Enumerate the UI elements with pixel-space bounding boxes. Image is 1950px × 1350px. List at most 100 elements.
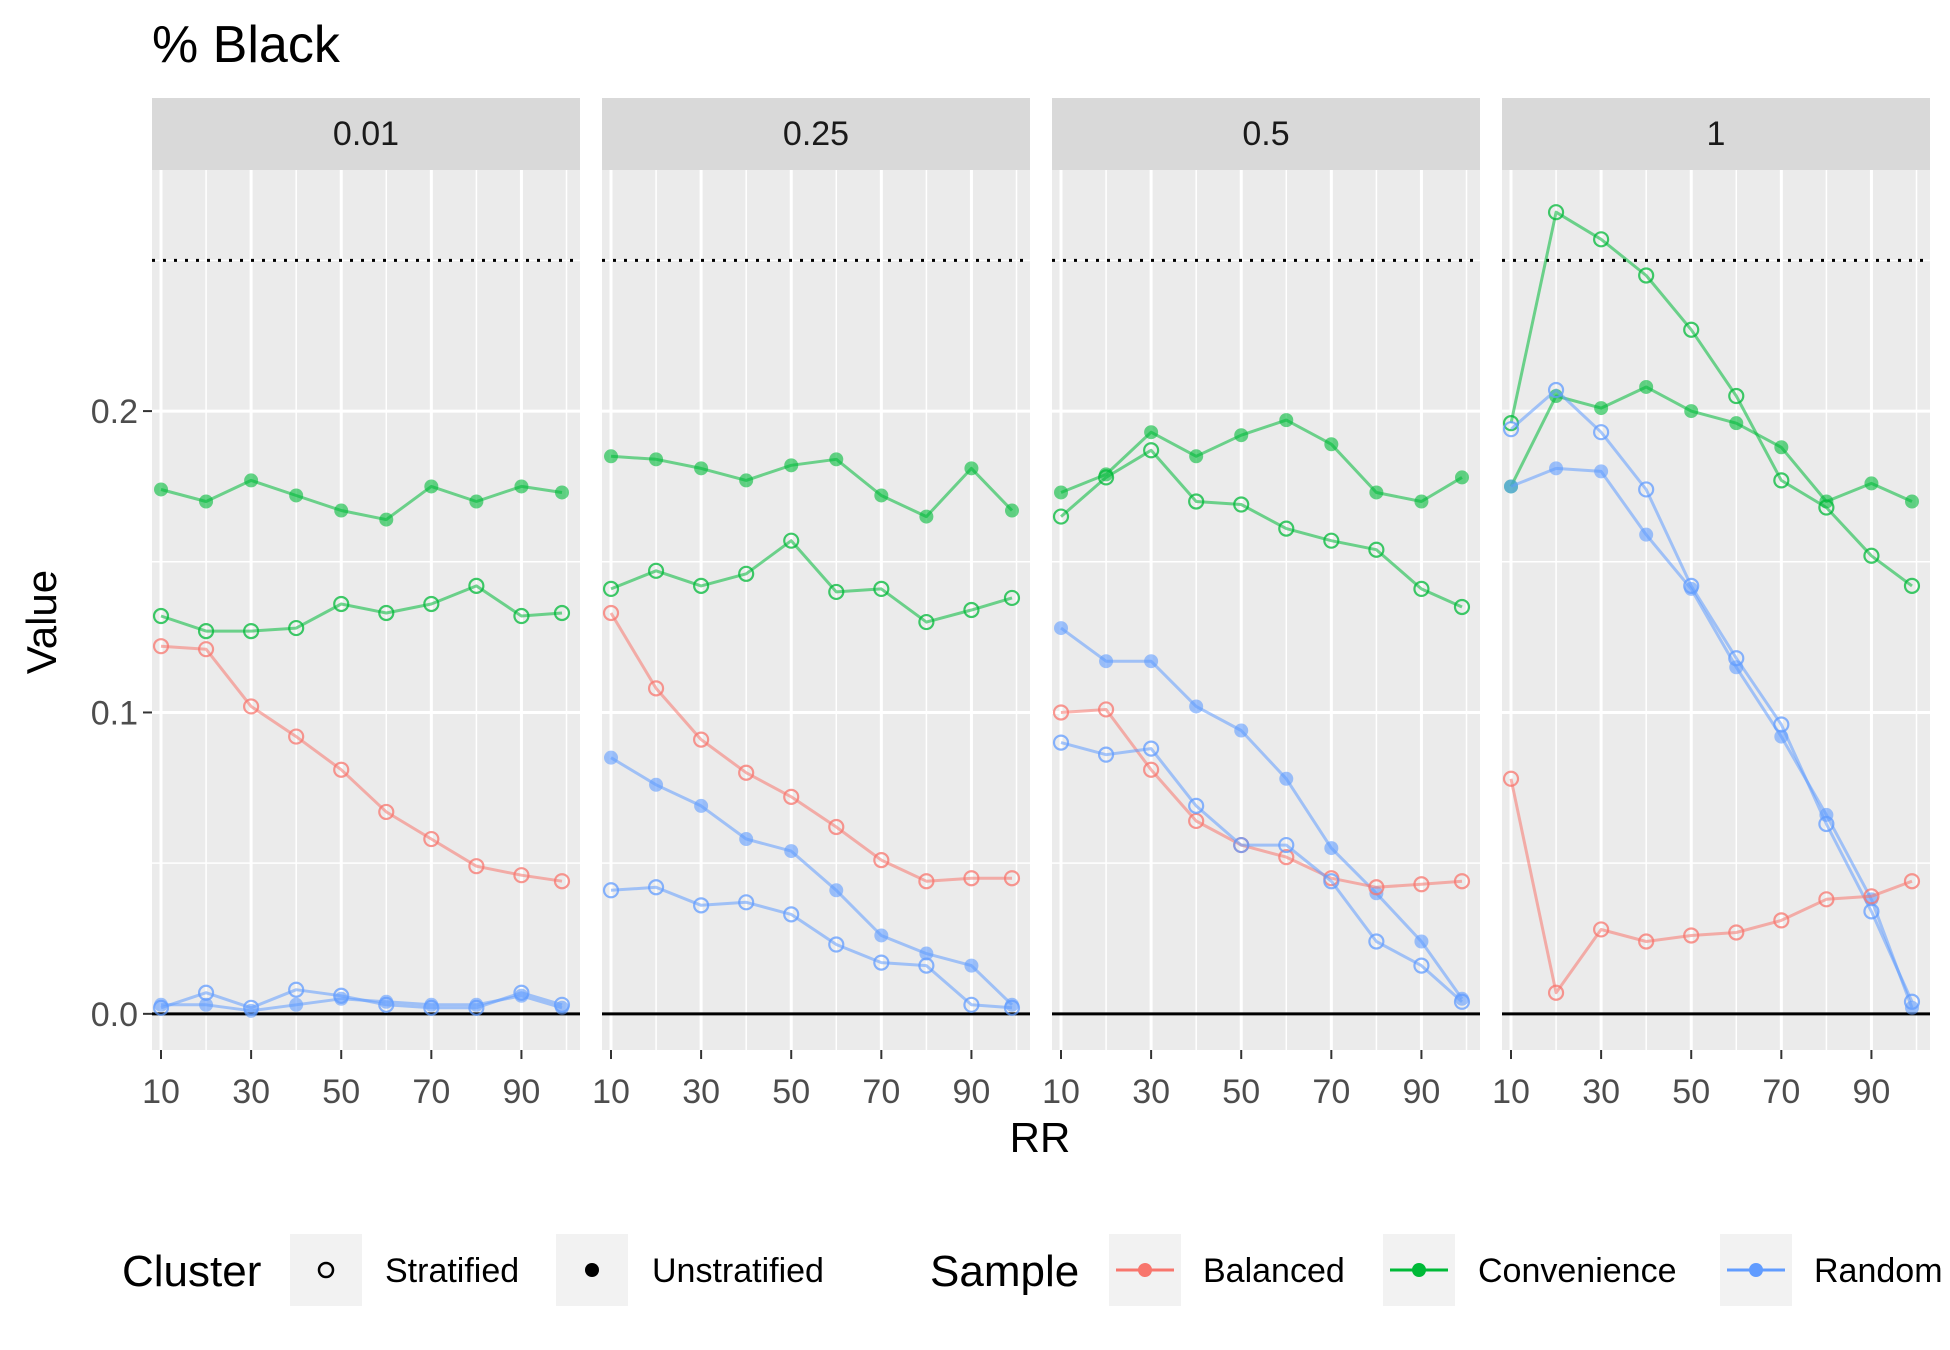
series-line: [1509, 778, 1913, 995]
data-point-stratified: [1278, 520, 1295, 537]
data-point-stratified: [1593, 921, 1610, 938]
data-point-unstratified: [334, 991, 349, 1006]
data-point-stratified: [1638, 933, 1655, 950]
data-point-stratified: [1683, 927, 1700, 944]
series-line: [1509, 385, 1913, 503]
data-point-stratified: [873, 954, 890, 971]
data-point-stratified: [152, 607, 170, 625]
series-line: [160, 644, 563, 883]
data-point-stratified: [1773, 472, 1790, 489]
panel-background: [1052, 170, 1480, 1050]
x-axis-title: RR: [1010, 1114, 1071, 1161]
data-point-stratified: [1233, 496, 1250, 513]
data-point-stratified: [1502, 770, 1520, 787]
x-tick-label: 90: [1853, 1073, 1891, 1111]
series-line: [610, 539, 1013, 624]
series-line: [1060, 626, 1464, 1000]
data-point-stratified: [1453, 598, 1471, 616]
facet-strip: [1052, 98, 1480, 170]
data-point-stratified: [918, 957, 935, 974]
legend-sample-title: Sample: [930, 1247, 1079, 1296]
data-point-stratified: [1453, 873, 1471, 890]
data-point-stratified: [1097, 469, 1115, 486]
data-point-stratified: [1638, 481, 1655, 498]
data-point-unstratified: [1639, 379, 1654, 394]
data-point-unstratified: [154, 997, 169, 1012]
data-point-unstratified: [1729, 416, 1744, 431]
data-point-stratified: [1143, 740, 1160, 757]
data-point-stratified: [1728, 387, 1745, 405]
facet-strip-label: 1: [1707, 115, 1726, 153]
data-point-stratified: [513, 607, 530, 625]
data-point-stratified: [1323, 873, 1340, 890]
facet-panel: 0.25 10 30 50 70 90: [592, 98, 1030, 1111]
data-point-unstratified: [1864, 476, 1879, 491]
data-point-stratified: [918, 873, 935, 890]
series-line: [1060, 708, 1463, 889]
facet-strip-label: 0.5: [1242, 115, 1289, 153]
data-point-unstratified: [1684, 581, 1699, 596]
facet-strip-label: 0.25: [783, 115, 849, 153]
data-point-stratified: [828, 936, 845, 953]
x-tick-label: 30: [1582, 1073, 1620, 1111]
data-point-stratified: [1453, 993, 1471, 1010]
data-point-stratified: [468, 577, 485, 594]
data-point-unstratified: [649, 777, 664, 792]
data-point-unstratified: [874, 488, 889, 503]
data-point-stratified: [693, 577, 710, 594]
data-point-stratified: [152, 638, 170, 655]
data-point-unstratified: [1774, 440, 1789, 455]
data-point-unstratified: [1144, 425, 1159, 440]
data-point-unstratified: [964, 958, 979, 973]
data-point-unstratified: [694, 461, 709, 476]
data-point-unstratified: [469, 997, 484, 1012]
data-point-stratified: [963, 996, 980, 1013]
data-point-stratified: [1323, 532, 1340, 549]
legend-unstratified-filled-circle-icon: [585, 1263, 599, 1277]
data-point-unstratified: [1729, 660, 1744, 675]
data-point-unstratified: [379, 512, 394, 527]
data-point-stratified: [1863, 547, 1880, 564]
series-line: [1060, 741, 1463, 1003]
x-tick-label: 10: [1042, 1073, 1080, 1111]
data-point-unstratified: [244, 473, 259, 488]
data-point-stratified: [243, 698, 260, 715]
data-point-stratified: [647, 680, 665, 697]
data-point-stratified: [602, 604, 620, 622]
data-point-unstratified: [1054, 621, 1069, 636]
legend: Cluster Stratified Unstratified Sample B…: [122, 1234, 1943, 1306]
legend-stratified-hollow-circle-icon: [317, 1261, 335, 1279]
data-point-unstratified: [1904, 494, 1919, 509]
data-point-unstratified: [1234, 723, 1249, 738]
legend-label-random: Random: [1814, 1252, 1943, 1290]
x-tick-label: 30: [232, 1073, 270, 1111]
data-point-unstratified: [199, 997, 214, 1012]
data-point-stratified: [738, 565, 755, 582]
data-point-stratified: [1413, 580, 1430, 598]
data-point-unstratified: [919, 946, 934, 961]
series-line: [160, 584, 563, 633]
data-point-stratified: [647, 562, 665, 579]
data-point-stratified: [1003, 870, 1021, 887]
data-point-stratified: [378, 604, 395, 622]
data-point-unstratified: [1819, 494, 1834, 509]
data-point-unstratified: [604, 750, 619, 765]
data-point-stratified: [693, 731, 710, 748]
data-point-stratified: [1818, 891, 1835, 908]
series-line: [610, 885, 1013, 1010]
chart-title: % Black: [152, 16, 341, 74]
data-point-stratified: [1903, 873, 1921, 890]
data-point-unstratified: [289, 997, 304, 1012]
data-point-unstratified: [1639, 527, 1654, 542]
data-point-unstratified: [244, 1003, 259, 1018]
data-point-stratified: [288, 981, 305, 998]
x-tick-label: 30: [1132, 1073, 1170, 1111]
facet-panel: 0.5 10 30 50 70 90: [1042, 98, 1480, 1111]
facet-strip: [1502, 98, 1930, 170]
legend-convenience-point-icon: [1412, 1263, 1426, 1277]
data-point-unstratified: [469, 494, 484, 509]
x-tick-label: 10: [1492, 1073, 1530, 1111]
x-tick-label: 90: [503, 1073, 541, 1111]
data-point-unstratified: [739, 832, 754, 847]
